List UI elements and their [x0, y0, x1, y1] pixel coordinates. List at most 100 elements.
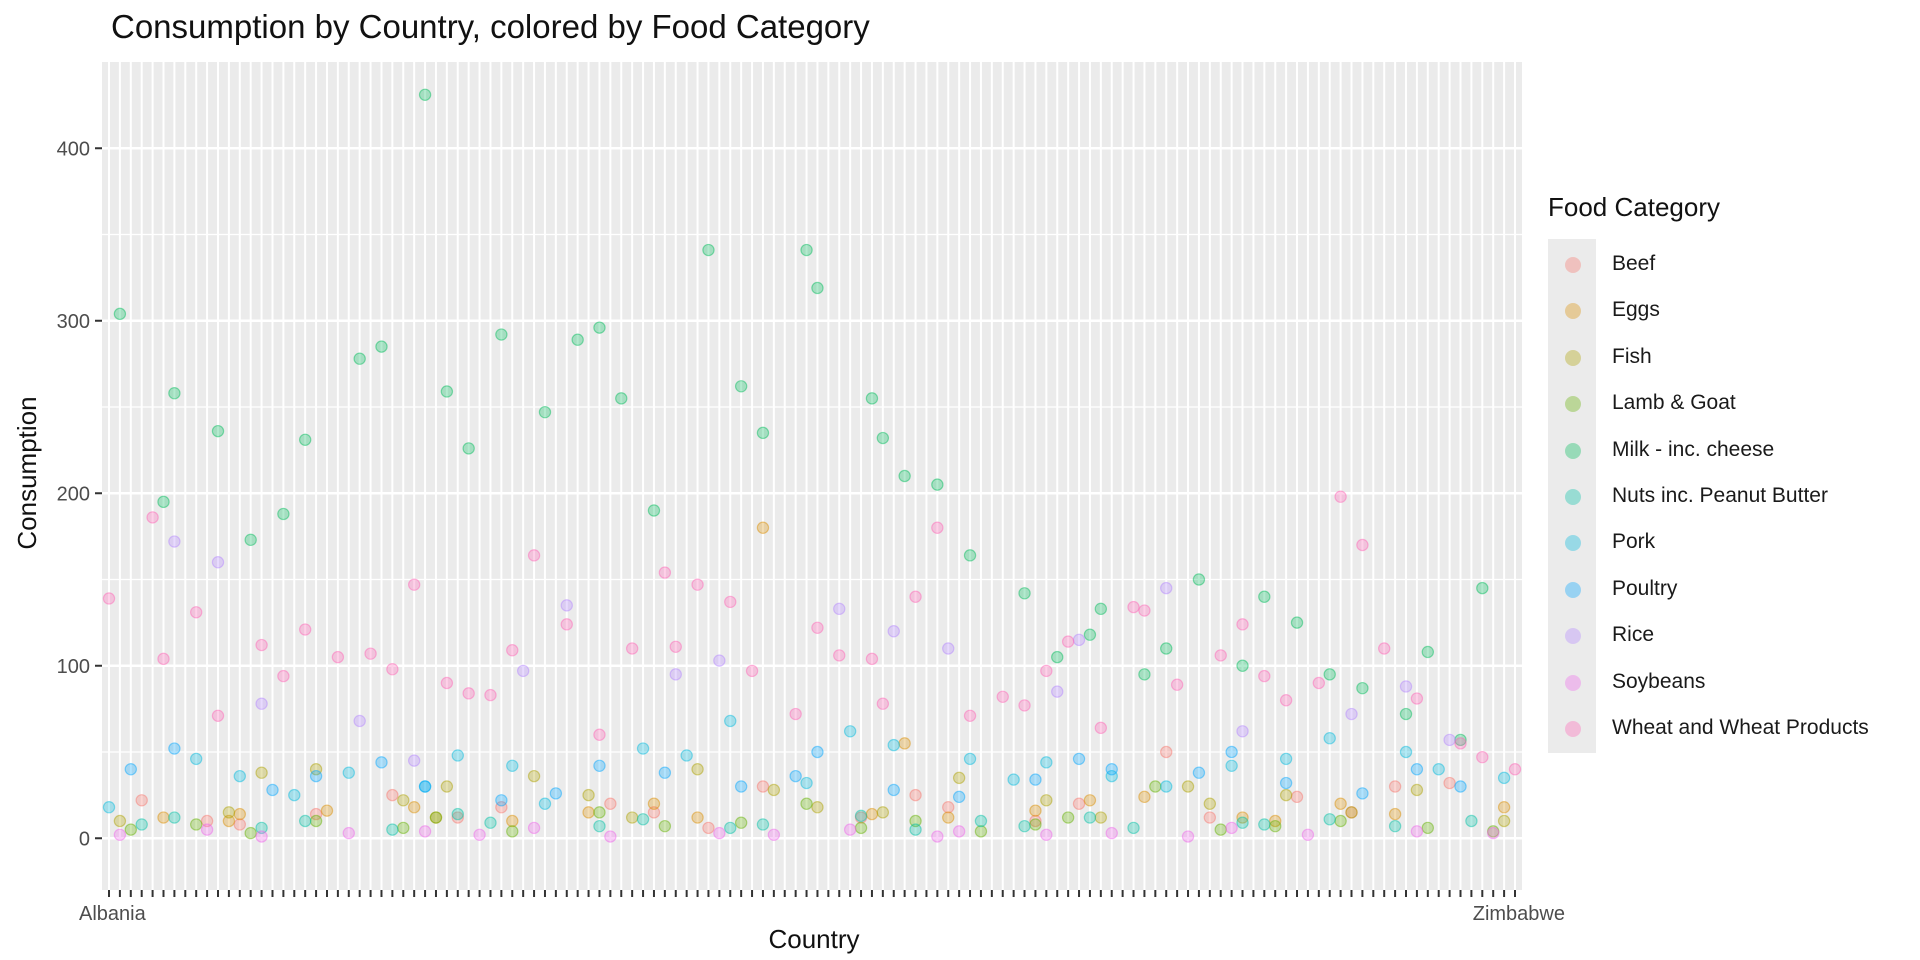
data-point: [211, 709, 225, 722]
data-point: [375, 756, 388, 769]
data-point: [146, 511, 159, 524]
data-point: [309, 807, 323, 821]
data-point: [1258, 590, 1271, 603]
data-point: [963, 752, 977, 766]
data-point: [1378, 642, 1391, 655]
data-point: [527, 769, 541, 783]
data-point: [636, 742, 650, 755]
data-point: [364, 647, 377, 660]
data-point: [484, 688, 497, 702]
data-point: [1443, 733, 1456, 747]
data-point: [1225, 759, 1238, 773]
data-point: [571, 333, 584, 346]
data-point: [833, 602, 846, 616]
data-point: [495, 328, 508, 341]
data-point: [811, 745, 824, 759]
legend-item: Wheat and Wheat Products: [1548, 705, 1869, 751]
data-point: [353, 714, 366, 728]
data-point: [451, 811, 464, 824]
data-point: [909, 590, 922, 603]
data-point: [1214, 649, 1227, 662]
data-point: [1160, 780, 1173, 793]
data-point: [1508, 763, 1522, 776]
data-point: [255, 766, 268, 779]
data-point: [647, 806, 661, 819]
data-point: [168, 535, 181, 548]
data-point: [113, 828, 127, 842]
data-point: [506, 825, 519, 838]
data-point: [255, 821, 268, 835]
grid-major: [102, 62, 1522, 890]
data-point: [1203, 797, 1217, 810]
data-point: [1007, 773, 1020, 786]
y-tick-label: 0: [79, 828, 90, 850]
data-point: [1279, 788, 1293, 802]
data-point: [1236, 816, 1249, 829]
data-point: [527, 549, 541, 562]
data-point: [658, 766, 672, 779]
data-point: [1388, 807, 1402, 821]
data-point: [1029, 818, 1042, 831]
data-point: [331, 650, 345, 664]
data-point: [604, 830, 617, 843]
chart-title: Consumption by Country, colored by Food …: [111, 8, 870, 45]
data-point: [811, 621, 824, 635]
data-point: [1072, 752, 1086, 766]
data-point: [789, 707, 802, 721]
data-point: [1497, 801, 1511, 814]
data-point: [549, 787, 563, 800]
data-point: [1051, 650, 1064, 664]
data-point: [1138, 604, 1151, 617]
data-point: [277, 507, 290, 521]
legend-label: Eggs: [1612, 298, 1660, 322]
x-tick-label: Zimbabwe: [1473, 903, 1565, 925]
data-point: [233, 807, 246, 821]
data-point: [593, 819, 606, 833]
data-point: [1094, 811, 1108, 824]
data-point: [1236, 659, 1249, 672]
data-point: [233, 769, 246, 783]
data-point: [625, 811, 639, 824]
data-point: [691, 811, 704, 824]
data-point: [898, 737, 911, 750]
legend-title: Food Category: [1548, 192, 1720, 222]
data-point: [1443, 776, 1456, 790]
data-point: [1323, 668, 1336, 681]
data-point: [996, 690, 1009, 704]
data-points: [102, 88, 1522, 843]
data-point: [516, 664, 530, 678]
data-point: [1072, 633, 1086, 647]
x-tick-label: Albania: [79, 903, 147, 925]
data-point: [135, 794, 148, 807]
legend-label: Nuts inc. Peanut Butter: [1612, 483, 1828, 507]
legend-label: Pork: [1612, 530, 1656, 554]
data-point: [429, 811, 443, 824]
legend-item: Beef: [1548, 241, 1655, 287]
data-point: [713, 826, 726, 840]
legend: Food Category Beef Eggs Fish Lamb & Goat Mil…: [1548, 192, 1869, 754]
data-point: [397, 821, 410, 835]
data-point: [876, 697, 890, 710]
data-point: [724, 714, 737, 728]
data-point: [1399, 680, 1413, 693]
data-point: [1279, 776, 1293, 790]
data-point: [495, 801, 508, 814]
legend-item: Rice: [1548, 612, 1654, 658]
data-point: [1497, 771, 1511, 785]
data-point: [386, 663, 399, 676]
data-point: [887, 625, 900, 638]
data-point: [767, 828, 781, 842]
legend-item: Fish: [1548, 334, 1652, 380]
data-point: [952, 825, 966, 838]
data-point: [1432, 763, 1445, 776]
legend-item: Soybeans: [1548, 659, 1705, 705]
data-point: [604, 797, 617, 810]
legend-key: [1565, 535, 1581, 552]
data-point: [713, 654, 726, 667]
data-point: [1269, 819, 1282, 833]
data-point: [418, 825, 432, 838]
data-point: [593, 759, 606, 773]
data-point: [1334, 814, 1347, 828]
data-point: [200, 814, 214, 828]
data-point: [854, 821, 868, 835]
